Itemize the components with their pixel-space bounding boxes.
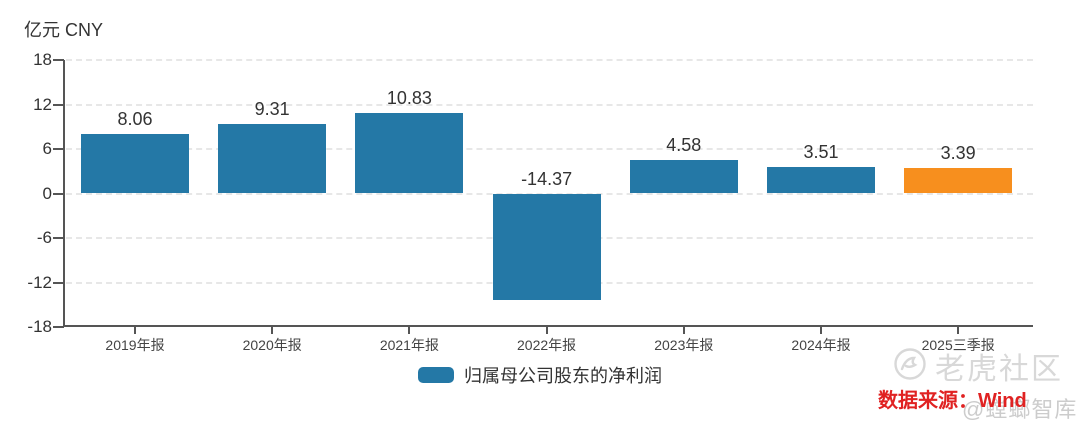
y-axis-line [63, 60, 65, 327]
y-axis-tick [53, 103, 64, 106]
legend-swatch [418, 367, 454, 383]
bar-2023年报 [629, 159, 738, 194]
bar-value-label: 4.58 [666, 134, 702, 155]
bar-value-label: 9.31 [254, 99, 290, 120]
y-axis-tick [53, 148, 64, 150]
x-axis-category-label: 2023年报 [654, 337, 714, 353]
tiger-logo-icon [893, 347, 927, 386]
x-axis-tick [957, 327, 960, 334]
bar-2020年报 [218, 124, 327, 194]
data-source-label: 数据来源：Wind [878, 390, 1027, 412]
x-axis-tick [134, 327, 136, 334]
community-watermark-text: 老虎社区 [935, 353, 1063, 386]
bar-value-label: 3.51 [803, 142, 839, 163]
y-axis-tick-label: 18 [33, 50, 52, 69]
y-axis-tick [53, 281, 64, 284]
bar-value-label: 8.06 [117, 108, 153, 129]
bar-2024年报 [767, 167, 875, 194]
y-axis-tick [53, 192, 64, 195]
legend: 归属母公司股东的净利润 [418, 362, 662, 388]
bar-value-label: 10.83 [386, 88, 432, 109]
x-axis-category-label: 2025三季报 [921, 337, 995, 353]
bar-2022年报 [492, 193, 601, 301]
x-axis-tick [820, 327, 822, 334]
y-axis-tick-label: -6 [36, 228, 52, 247]
bar-2021年报 [355, 113, 464, 194]
gridline-6 [66, 148, 1033, 150]
x-axis-category-label: 2022年报 [517, 337, 577, 353]
gridline-12 [66, 103, 1033, 106]
community-watermark: 老虎社区 [893, 344, 1063, 388]
x-axis-category-label: 2020年报 [242, 337, 302, 353]
x-axis-tick [682, 327, 685, 334]
x-axis-tick [271, 327, 274, 334]
legend-label: 归属母公司股东的净利润 [464, 366, 662, 386]
y-axis-tick [53, 237, 64, 239]
y-axis-tick-label: 12 [33, 94, 52, 114]
x-axis-tick [408, 327, 411, 334]
x-axis-tick [545, 327, 548, 334]
x-axis-category-label: 2021年报 [379, 337, 439, 353]
handle-watermark: @螳螂智库 [962, 397, 1078, 422]
x-axis-line [64, 325, 1033, 327]
bar-value-label: -14.37 [521, 168, 573, 189]
y-axis-tick-label: -12 [27, 272, 52, 292]
y-axis-tick-label: 0 [42, 183, 52, 203]
gridline-18 [66, 59, 1033, 61]
y-axis-tick-label: 6 [42, 139, 52, 158]
bar-2025三季报 [904, 168, 1013, 194]
y-axis-tick [53, 326, 64, 328]
bar-2019年报 [81, 133, 189, 194]
bar-value-label: 3.39 [940, 143, 976, 164]
x-axis-category-label: 2024年报 [791, 337, 851, 353]
y-axis-tick-label: -18 [27, 317, 52, 336]
y-axis-unit-label: 亿元 CNY [24, 20, 104, 40]
y-axis-tick [53, 59, 64, 61]
x-axis-category-label: 2019年报 [105, 337, 165, 353]
